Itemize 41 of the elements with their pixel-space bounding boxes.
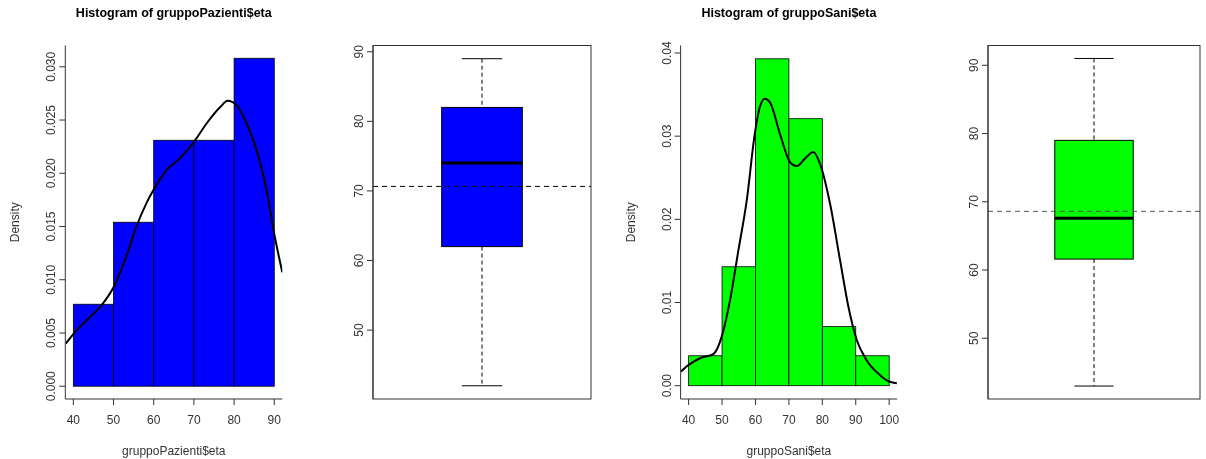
y-tick-label: 50 bbox=[352, 323, 366, 337]
x-tick-label: 40 bbox=[66, 413, 81, 427]
y-tick-label: 0.010 bbox=[44, 264, 59, 295]
y-axis-title: Density bbox=[623, 202, 638, 243]
y-tick-label: 90 bbox=[967, 58, 981, 72]
y-tick-label: 70 bbox=[967, 194, 981, 209]
y-tick-label: 0.00 bbox=[659, 373, 674, 398]
y-tick-label: 80 bbox=[967, 126, 981, 141]
x-tick-label: 60 bbox=[147, 413, 161, 427]
x-tick-label: 80 bbox=[227, 413, 242, 427]
y-tick-label: 0.04 bbox=[659, 40, 674, 65]
y-tick-label: 50 bbox=[967, 331, 981, 345]
x-tick-label: 90 bbox=[849, 413, 863, 427]
y-tick-label: 0.025 bbox=[44, 104, 59, 136]
y-tick-label: 0.03 bbox=[659, 124, 674, 148]
y-tick-label: 70 bbox=[352, 183, 366, 198]
x-axis-title: gruppoPazienti$eta bbox=[122, 444, 226, 458]
chart-title: Histogram of gruppoPazienti$eta bbox=[75, 6, 273, 20]
x-tick-label: 80 bbox=[815, 413, 830, 427]
x-tick-label: 60 bbox=[748, 413, 763, 427]
y-tick-label: 0.005 bbox=[44, 317, 59, 348]
x-tick-label: 40 bbox=[681, 413, 696, 427]
y-tick-label: 0.020 bbox=[44, 157, 59, 189]
y-tick-label: 0.015 bbox=[44, 211, 59, 242]
x-tick-label: 50 bbox=[715, 413, 730, 427]
y-tick-label: 60 bbox=[967, 263, 981, 277]
y-tick-label: 60 bbox=[352, 253, 366, 268]
y-tick-label: 0.01 bbox=[659, 290, 674, 315]
x-axis-title: gruppoSani$eta bbox=[746, 444, 832, 458]
y-tick-label: 0.030 bbox=[44, 51, 59, 82]
x-tick-label: 70 bbox=[782, 413, 796, 427]
y-tick-label: 80 bbox=[352, 114, 366, 129]
x-tick-label: 90 bbox=[267, 413, 282, 427]
y-tick-label: 90 bbox=[352, 44, 366, 59]
x-tick-label: 70 bbox=[187, 413, 201, 427]
x-tick-label: 100 bbox=[879, 413, 900, 427]
y-axis-title: Density bbox=[8, 202, 23, 243]
chart-title: Histogram of gruppoSani$eta bbox=[701, 6, 878, 20]
y-tick-label: 0.02 bbox=[659, 207, 674, 232]
x-tick-label: 50 bbox=[106, 413, 121, 427]
y-tick-label: 0.000 bbox=[44, 370, 59, 402]
